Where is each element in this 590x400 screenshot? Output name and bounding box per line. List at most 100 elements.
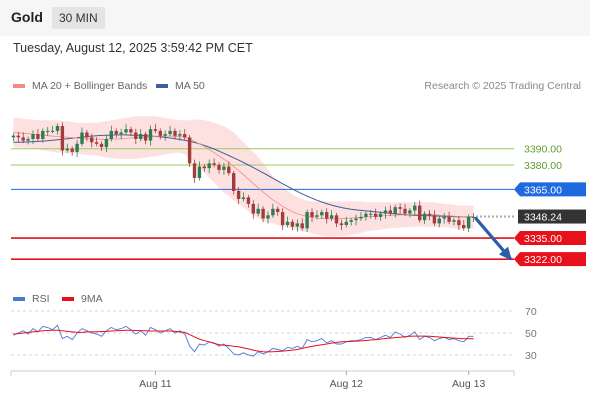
candle-body bbox=[183, 134, 187, 138]
candle-body bbox=[99, 143, 104, 147]
candle-body bbox=[290, 221, 295, 227]
candle-body bbox=[41, 130, 45, 139]
candle-body bbox=[143, 134, 148, 141]
candle-body bbox=[398, 207, 402, 209]
candle-body bbox=[364, 213, 368, 217]
candle-body bbox=[129, 129, 133, 133]
candle-body bbox=[153, 129, 158, 131]
candle-body bbox=[114, 130, 118, 135]
candle-body bbox=[388, 210, 392, 214]
candle-body bbox=[369, 213, 373, 215]
candle-body bbox=[246, 197, 251, 204]
candle-body bbox=[217, 165, 221, 170]
candle-body bbox=[227, 166, 231, 174]
candle-body bbox=[212, 163, 216, 165]
candle-body bbox=[134, 132, 138, 139]
level-tag-bg bbox=[514, 252, 586, 267]
candle-body bbox=[373, 213, 378, 217]
level-tag-3322.00: 3322.00 bbox=[514, 252, 586, 267]
candle-body bbox=[168, 130, 172, 135]
rsi-tick-30: 30 bbox=[525, 350, 537, 362]
level-tag-label: 3390.00 bbox=[524, 144, 562, 156]
rsi-9ma-line bbox=[13, 329, 474, 353]
candle-body bbox=[349, 220, 353, 222]
candle-body bbox=[36, 134, 40, 139]
candle-body bbox=[422, 213, 427, 221]
candles bbox=[11, 122, 476, 233]
legend-9ma-swatch bbox=[62, 297, 74, 301]
level-tag-3365.00: 3365.00 bbox=[514, 182, 586, 197]
candle-body bbox=[383, 210, 388, 214]
candle-body bbox=[21, 137, 25, 141]
timeframe-badge[interactable]: 30 MIN bbox=[52, 7, 105, 29]
x-tick-label: Aug 11 bbox=[139, 378, 172, 390]
candle-body bbox=[457, 220, 461, 226]
candle-body bbox=[413, 205, 417, 211]
candle-body bbox=[305, 212, 309, 229]
legend-9ma-label: 9MA bbox=[81, 293, 103, 305]
bollinger-band-fill bbox=[13, 116, 474, 237]
legend-9ma: 9MA bbox=[62, 293, 103, 305]
candle-body bbox=[75, 143, 79, 152]
candle-body bbox=[393, 207, 397, 214]
legend-ma-bb-label: MA 20 + Bollinger Bands bbox=[32, 80, 148, 92]
candle-body bbox=[378, 213, 383, 217]
x-tick-label: Aug 13 bbox=[452, 378, 485, 390]
candle-body bbox=[31, 134, 35, 139]
ma50-line bbox=[13, 134, 474, 218]
candle-body bbox=[466, 216, 471, 229]
candle-body bbox=[427, 213, 432, 216]
level-tag-bg bbox=[518, 209, 586, 224]
candle-body bbox=[173, 130, 177, 136]
candle-body bbox=[462, 225, 466, 229]
legend-rsi-label: RSI bbox=[32, 293, 50, 305]
candle-body bbox=[197, 166, 202, 178]
candle-body bbox=[119, 132, 123, 135]
candle-body bbox=[236, 190, 241, 199]
candle-body bbox=[163, 134, 167, 136]
candle-body bbox=[471, 216, 476, 218]
candle-body bbox=[403, 208, 407, 214]
candle-body bbox=[139, 134, 143, 139]
candle-body bbox=[300, 223, 304, 229]
candle-body bbox=[16, 135, 20, 138]
candle-body bbox=[80, 132, 84, 144]
candle-body bbox=[354, 218, 358, 221]
legend-ma-bb-swatch bbox=[13, 84, 25, 88]
candle-body bbox=[241, 197, 246, 199]
legend-rsi-swatch bbox=[13, 297, 25, 301]
level-tag-label: 3365.00 bbox=[524, 184, 562, 196]
level-tag-label: 3348.24 bbox=[524, 212, 562, 224]
forecast-arrow-head bbox=[498, 246, 512, 261]
legend-ma50-swatch bbox=[156, 84, 168, 88]
candle-body bbox=[432, 215, 437, 224]
candle-body bbox=[90, 137, 94, 143]
candle-body bbox=[408, 210, 412, 214]
candle-body bbox=[339, 223, 344, 225]
candle-body bbox=[266, 215, 270, 219]
candle-body bbox=[70, 148, 74, 152]
candle-body bbox=[60, 126, 65, 151]
candle-body bbox=[50, 130, 55, 132]
x-tick-label: Aug 12 bbox=[330, 378, 363, 390]
legend-rsi: RSI bbox=[13, 293, 50, 305]
candle-body bbox=[46, 130, 50, 132]
legend-ma-bb: MA 20 + Bollinger Bands bbox=[13, 80, 147, 92]
candle-body bbox=[271, 208, 275, 216]
candle-body bbox=[251, 203, 255, 214]
candle-body bbox=[178, 134, 182, 136]
candle-body bbox=[192, 163, 197, 178]
legend-ma50-label: MA 50 bbox=[175, 80, 205, 92]
level-tag-3380.00: 3380.00 bbox=[524, 160, 562, 172]
level-tag-3390.00: 3390.00 bbox=[524, 144, 562, 156]
rsi-tick-70: 70 bbox=[525, 306, 537, 318]
candle-body bbox=[158, 130, 162, 136]
rsi-tick-50: 50 bbox=[525, 328, 537, 340]
candle-body bbox=[202, 166, 206, 169]
candle-body bbox=[187, 137, 192, 164]
candle-body bbox=[26, 139, 30, 141]
candle-body bbox=[276, 208, 280, 212]
candle-body bbox=[85, 132, 89, 138]
candle-body bbox=[285, 221, 290, 225]
